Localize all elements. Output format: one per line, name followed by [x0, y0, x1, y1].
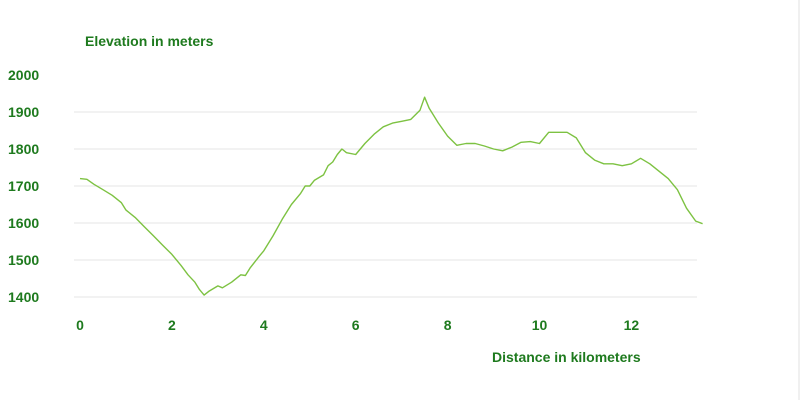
y-tick-label: 1600 — [8, 215, 39, 231]
x-tick-label: 2 — [168, 317, 176, 333]
y-tick-label: 1800 — [8, 141, 39, 157]
y-tick-label: 1700 — [8, 178, 39, 194]
x-tick-label: 8 — [444, 317, 452, 333]
y-tick-label: 1400 — [8, 289, 39, 305]
y-tick-labels: 1400 1500 1600 1700 1800 1900 2000 — [8, 67, 39, 305]
y-axis-label: Elevation in meters — [85, 33, 214, 49]
x-tick-label: 12 — [624, 317, 640, 333]
y-tick-label: 1500 — [8, 252, 39, 268]
series-layer — [79, 96, 703, 296]
x-tick-label: 10 — [532, 317, 548, 333]
y-tick-label: 1900 — [8, 104, 39, 120]
x-tick-label: 6 — [352, 317, 360, 333]
right-edge-divider — [798, 0, 800, 400]
x-axis-label: Distance in kilometers — [492, 349, 641, 365]
gridlines — [74, 111, 697, 298]
x-tick-label: 0 — [76, 317, 84, 333]
elevation-series-line — [79, 96, 703, 296]
x-tick-label: 4 — [260, 317, 268, 333]
x-tick-labels: 0 2 4 6 8 10 12 — [76, 317, 639, 333]
y-tick-label: 2000 — [8, 67, 39, 83]
